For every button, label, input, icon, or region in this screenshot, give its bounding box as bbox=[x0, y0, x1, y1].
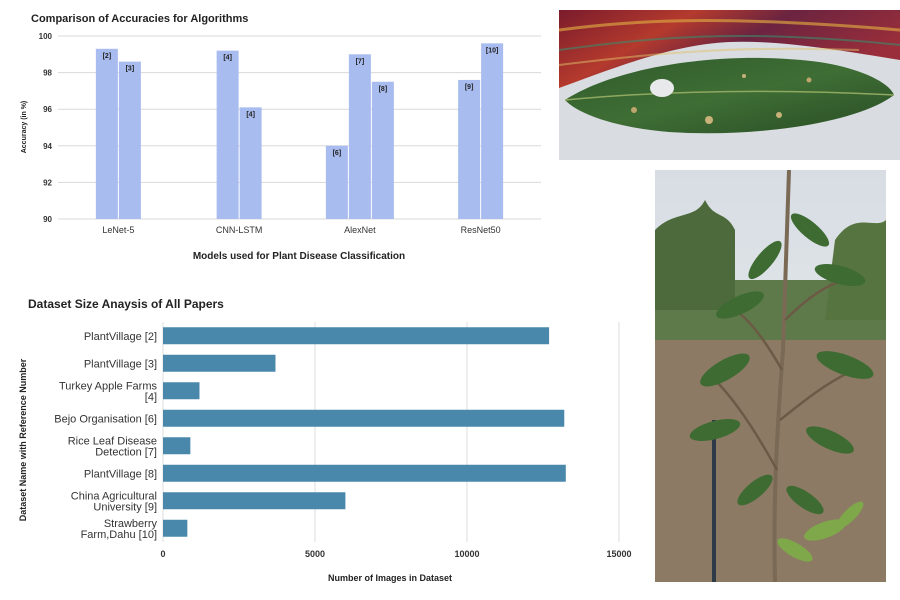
bar-ref-label: [9] bbox=[465, 84, 474, 91]
accuracy-bar bbox=[95, 48, 118, 220]
y-tick-label: 92 bbox=[43, 178, 52, 187]
x-tick-label: 0 bbox=[160, 549, 165, 559]
category-label: Farm,Dahu [10] bbox=[81, 529, 157, 541]
accuracy-bar bbox=[481, 43, 504, 219]
accuracy-chart-y-ticks: 90 92 94 96 98 100 bbox=[39, 32, 53, 224]
dataset-chart-bars bbox=[163, 327, 566, 537]
dataset-bar bbox=[163, 519, 188, 537]
category-label: Strawberry bbox=[104, 518, 158, 530]
accuracy-bar bbox=[371, 81, 394, 219]
dataset-size-chart: Dataset Size Anaysis of All Papers Plant… bbox=[18, 297, 632, 583]
dataset-chart-x-ticks: 0 5000 10000 15000 bbox=[160, 549, 631, 559]
bar-ref-label: [7] bbox=[356, 58, 365, 65]
x-tick-label: AlexNet bbox=[344, 225, 376, 235]
bar-ref-label: [4] bbox=[246, 111, 255, 118]
category-label: PlantVillage [2] bbox=[84, 331, 157, 343]
category-label: Turkey Apple Farms bbox=[59, 380, 158, 392]
category-label: [4] bbox=[145, 391, 157, 403]
bar-ref-label: [6] bbox=[333, 150, 342, 157]
accuracy-bar bbox=[239, 107, 262, 219]
dataset-bar bbox=[163, 409, 565, 427]
dataset-bar bbox=[163, 354, 276, 372]
category-label: Bejo Organisation [6] bbox=[54, 413, 157, 425]
dataset-bar bbox=[163, 382, 200, 400]
x-tick-label: 10000 bbox=[454, 549, 479, 559]
y-tick-label: 94 bbox=[43, 142, 52, 151]
accuracy-chart-x-label: Models used for Plant Disease Classifica… bbox=[193, 251, 405, 262]
accuracy-bar bbox=[458, 79, 481, 219]
accuracy-chart: Comparison of Accuracies for Algorithms … bbox=[21, 13, 541, 262]
accuracy-chart-bars: [2] [3] [4] [4] [6] [7] [8] [9] [10] bbox=[95, 43, 504, 220]
y-tick-label: 98 bbox=[43, 69, 52, 78]
bar-ref-label: [4] bbox=[223, 55, 232, 62]
dataset-chart-y-label: Dataset Name with Reference Number bbox=[18, 358, 28, 521]
y-tick-label: 90 bbox=[43, 215, 52, 224]
accuracy-bar bbox=[325, 145, 348, 219]
accuracy-bar bbox=[348, 54, 371, 219]
category-label: Rice Leaf Disease bbox=[68, 435, 157, 447]
x-tick-label: LeNet-5 bbox=[102, 225, 134, 235]
bar-ref-label: [2] bbox=[103, 53, 112, 60]
category-label: PlantVillage [8] bbox=[84, 468, 157, 480]
x-tick-label: 5000 bbox=[305, 549, 325, 559]
y-tick-label: 96 bbox=[43, 105, 52, 114]
mango-tree-photo bbox=[655, 170, 886, 582]
bar-ref-label: [10] bbox=[486, 47, 498, 54]
accuracy-bar bbox=[118, 61, 141, 220]
y-tick-label: 100 bbox=[39, 32, 53, 41]
dataset-bar bbox=[163, 464, 566, 482]
x-tick-label: ResNet50 bbox=[461, 225, 501, 235]
x-tick-label: 15000 bbox=[606, 549, 631, 559]
x-tick-label: CNN-LSTM bbox=[216, 225, 263, 235]
category-label: China Agricultural bbox=[71, 490, 157, 502]
category-label: University [9] bbox=[93, 501, 157, 513]
bar-ref-label: [8] bbox=[379, 86, 388, 93]
dataset-chart-title: Dataset Size Anaysis of All Papers bbox=[28, 297, 224, 311]
dataset-bar bbox=[163, 492, 346, 510]
dataset-bar bbox=[163, 437, 191, 455]
category-label: Detection [7] bbox=[95, 446, 157, 458]
accuracy-chart-x-ticks: LeNet-5 CNN-LSTM AlexNet ResNet50 bbox=[102, 225, 500, 235]
dataset-chart-x-label: Number of Images in Dataset bbox=[328, 573, 452, 583]
bar-ref-label: [3] bbox=[126, 66, 135, 73]
dataset-bar bbox=[163, 327, 550, 345]
category-label: PlantVillage [3] bbox=[84, 358, 157, 370]
accuracy-chart-y-label: Accuracy (in %) bbox=[21, 101, 28, 154]
accuracy-chart-title: Comparison of Accuracies for Algorithms bbox=[31, 13, 248, 25]
mango-leaf-photo bbox=[559, 10, 900, 160]
dataset-chart-category-labels: PlantVillage [2] PlantVillage [3] Turkey A… bbox=[54, 331, 157, 541]
accuracy-bar bbox=[216, 50, 239, 219]
